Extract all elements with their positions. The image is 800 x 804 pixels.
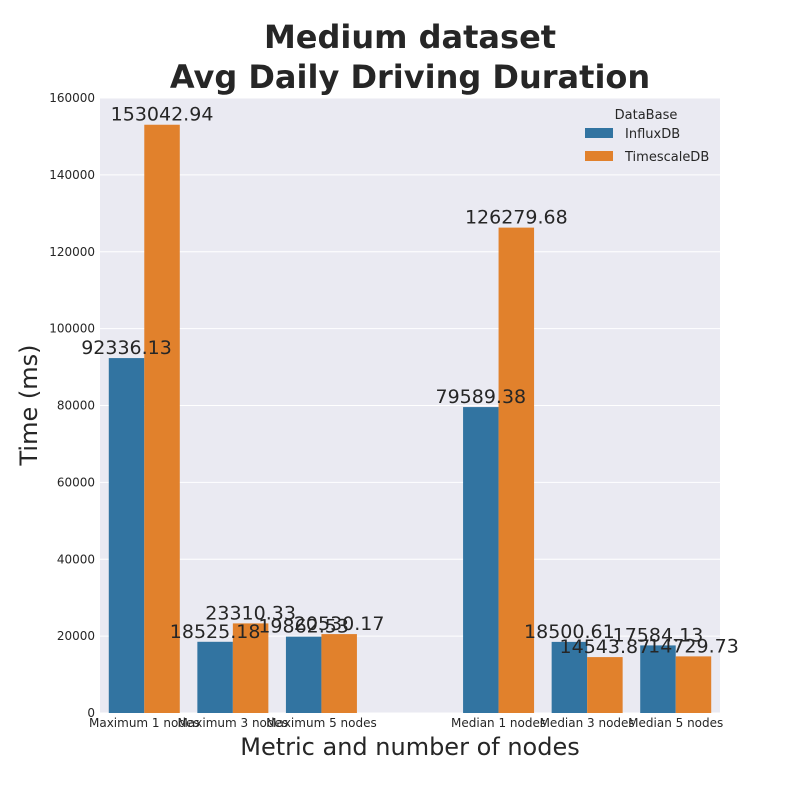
bar-timescaledb — [498, 227, 535, 713]
legend-label-influxdb: InfluxDB — [625, 127, 680, 142]
y-tick-label: 40000 — [57, 552, 95, 566]
bar-influxdb — [285, 636, 322, 713]
bar-value-label: 126279.68 — [465, 207, 568, 229]
bar-timescaledb — [587, 657, 623, 713]
bar-value-label: 92336.13 — [81, 337, 172, 359]
legend-swatch-timescaledb — [585, 151, 613, 161]
x-tick-label: Maximum 5 nodes — [266, 716, 377, 730]
y-tick-label: 160000 — [49, 91, 95, 105]
x-tick-label: Maximum 1 nodes — [89, 716, 200, 730]
y-axis-label: Time (ms) — [15, 345, 43, 467]
chart-title-line-2: Avg Daily Driving Duration — [170, 58, 650, 96]
bar-timescaledb — [321, 634, 357, 713]
y-tick-labels: 0 20000 40000 60000 80000 100000 120000 140000 1… — [49, 91, 95, 720]
bar-influxdb — [463, 407, 499, 713]
bar-value-label: 14543.87 — [560, 636, 651, 658]
bar-value-label: 18500.61 — [524, 621, 615, 643]
x-tick-label: Median 3 nodes — [540, 716, 635, 730]
bar-value-label: 23310.33 — [205, 602, 296, 624]
y-tick-label: 80000 — [57, 399, 95, 413]
legend: DataBase InfluxDB TimescaleDB — [585, 108, 709, 165]
bar-value-label: 17584.13 — [613, 624, 704, 646]
y-tick-label: 20000 — [57, 629, 95, 643]
bar-influxdb — [108, 358, 145, 713]
bars — [108, 124, 712, 713]
bar-value-label: 18525.18 — [170, 621, 261, 643]
bar-value-label: 153042.94 — [111, 104, 214, 126]
legend-label-timescaledb: TimescaleDB — [624, 150, 709, 165]
bar-value-label: 79589.38 — [435, 386, 526, 408]
legend-swatch-influxdb — [585, 128, 613, 138]
x-tick-label: Median 5 nodes — [628, 716, 723, 730]
y-tick-label: 60000 — [57, 475, 95, 489]
bar-timescaledb — [144, 124, 180, 713]
bar-influxdb — [197, 641, 233, 713]
y-tick-label: 120000 — [49, 245, 95, 259]
x-tick-label: Median 1 nodes — [451, 716, 546, 730]
bar-value-label: 20530.17 — [294, 613, 385, 635]
bar-value-label: 19862.53 — [258, 616, 349, 638]
legend-title: DataBase — [615, 108, 678, 123]
x-tick-label: Maximum 3 nodes — [178, 716, 289, 730]
x-axis-label: Metric and number of nodes — [240, 733, 579, 761]
bar-influxdb — [640, 645, 676, 713]
bar-value-labels: 92336.13 153042.94 18525.1823310.3319862.5… — [81, 104, 739, 658]
y-tick-label: 100000 — [49, 322, 95, 336]
bar-timescaledb — [675, 656, 712, 713]
y-tick-label: 0 — [87, 706, 95, 720]
bar-influxdb — [551, 641, 588, 713]
bar-timescaledb — [232, 623, 269, 713]
bar-value-label: 14729.73 — [648, 635, 739, 657]
chart-title-line-1: Medium dataset — [264, 18, 556, 56]
y-tick-label: 140000 — [49, 168, 95, 182]
